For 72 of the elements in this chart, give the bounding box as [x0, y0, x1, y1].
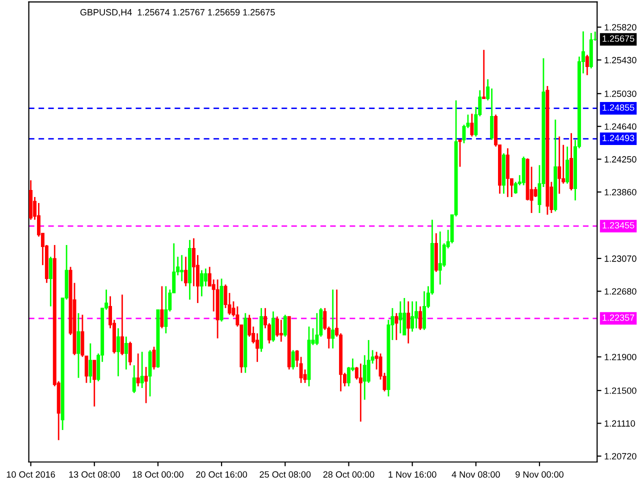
candlestick: [558, 136, 562, 194]
x-tick-label: 4 Nov 08:00: [452, 471, 500, 478]
x-tick-label: 20 Oct 16:00: [196, 471, 248, 478]
candlestick: [418, 306, 422, 331]
candlestick: [76, 312, 80, 379]
candlestick: [398, 300, 402, 334]
candlestick: [566, 146, 570, 184]
x-tick-label: 25 Oct 08:00: [260, 471, 311, 478]
candlestick: [490, 88, 494, 141]
candlestick: [458, 139, 462, 168]
candlestick: [506, 148, 510, 198]
candlestick: [358, 362, 362, 422]
candlestick: [406, 300, 410, 344]
candlestick: [204, 268, 208, 287]
candlestick: [414, 300, 418, 329]
candlestick: [362, 354, 366, 400]
y-tick-label: 1.23070: [604, 255, 636, 262]
y-tick-label: 1.24640: [604, 123, 636, 130]
candlestick: [124, 336, 128, 370]
candlestick: [279, 319, 283, 342]
candlestick: [283, 314, 287, 338]
y-tick-label: 1.25030: [604, 90, 636, 97]
candlestick: [402, 297, 406, 336]
x-tick-label: 1 Nov 16:00: [388, 471, 436, 478]
candlestick: [291, 349, 295, 370]
y-tick-label: 1.25430: [604, 56, 636, 64]
candlestick: [132, 364, 136, 394]
candlestick: [275, 316, 279, 338]
candlestick: [160, 286, 164, 329]
y-tick-label: 1.21110: [604, 420, 636, 427]
candlestick: [315, 312, 319, 346]
text: 1.25675: [602, 35, 634, 42]
candlestick: [200, 270, 204, 297]
candlestick: [136, 352, 140, 387]
y-tick-label: 1.24250: [604, 156, 636, 163]
candlestick: [180, 254, 184, 282]
candlestick: [92, 360, 96, 408]
candlestick: [116, 328, 120, 377]
candlestick: [470, 113, 474, 138]
candlestick: [410, 300, 414, 332]
candlestick: [394, 312, 398, 341]
ref-line-label: 1.24855: [602, 104, 634, 111]
candlestick: [534, 186, 538, 198]
y-tick-label: 1.21900: [604, 354, 636, 360]
ref-line-label: 1.23455: [602, 222, 634, 228]
candlestick: [271, 310, 275, 342]
x-tick-label: 9 Nov 00:00: [516, 471, 564, 478]
candlestick: [120, 294, 124, 356]
ref-line-label: 1.24493: [602, 134, 634, 142]
candlestick: [462, 124, 466, 144]
x-tick-label: 13 Oct 08:00: [69, 471, 120, 478]
x-tick-label: 28 Oct 00:00: [323, 471, 374, 478]
candlestick: [140, 351, 144, 389]
text: GBPUSD,H4 1.25674 1.25767 1.25659 1.25675: [80, 9, 275, 17]
y-tick-label: 1.21500: [604, 387, 636, 394]
candlestick: [585, 54, 589, 76]
y-tick-label: 1.23860: [604, 188, 636, 196]
candlestick: [88, 342, 92, 384]
y-tick-label: 1.20720: [604, 453, 636, 460]
candlestick: [128, 341, 132, 366]
x-tick-label: 18 Oct 00:00: [132, 471, 184, 478]
y-tick-label: 1.22680: [604, 288, 636, 295]
candlestick: [144, 366, 148, 404]
candlestick: [48, 256, 52, 308]
ref-line-label: 1.22357: [602, 314, 634, 321]
candlestick: [184, 256, 188, 287]
x-tick-label: 10 Oct 2016: [6, 471, 55, 478]
candlestick: [482, 49, 486, 100]
candlestick: [164, 286, 168, 334]
candlestick: [438, 230, 442, 286]
candlestick: [331, 288, 335, 350]
y-tick-label: 1.25820: [604, 24, 636, 31]
